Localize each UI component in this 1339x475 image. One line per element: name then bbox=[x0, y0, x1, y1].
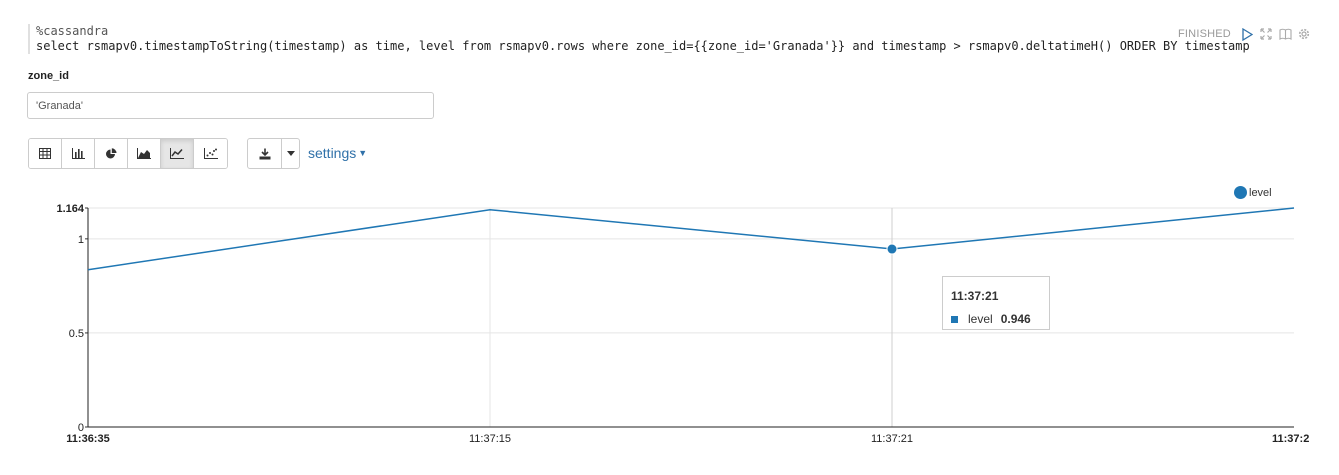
chart-axes bbox=[85, 208, 1294, 427]
x-tick-label: 11:37:21 bbox=[871, 433, 913, 445]
chart-grid bbox=[88, 208, 1294, 427]
tooltip-swatch bbox=[951, 316, 958, 323]
tooltip-series-name: level bbox=[968, 312, 993, 326]
data-point-highlight bbox=[887, 244, 897, 254]
x-tick-label: 11:36:35 bbox=[66, 433, 109, 445]
tooltip-row: level 0.946 bbox=[951, 312, 1031, 326]
y-tick-label: 1.164 bbox=[56, 203, 84, 215]
chart-tooltip: 11:37:21 level 0.946 bbox=[942, 276, 1050, 330]
y-tick-label: 1 bbox=[78, 234, 84, 246]
tooltip-value: 0.946 bbox=[1001, 312, 1031, 326]
x-tick-label: 11:37:2 bbox=[1272, 433, 1309, 445]
x-tick-label: 11:37:15 bbox=[469, 433, 511, 445]
tooltip-title: 11:37:21 bbox=[951, 289, 998, 303]
y-tick-label: 0.5 bbox=[69, 328, 84, 340]
